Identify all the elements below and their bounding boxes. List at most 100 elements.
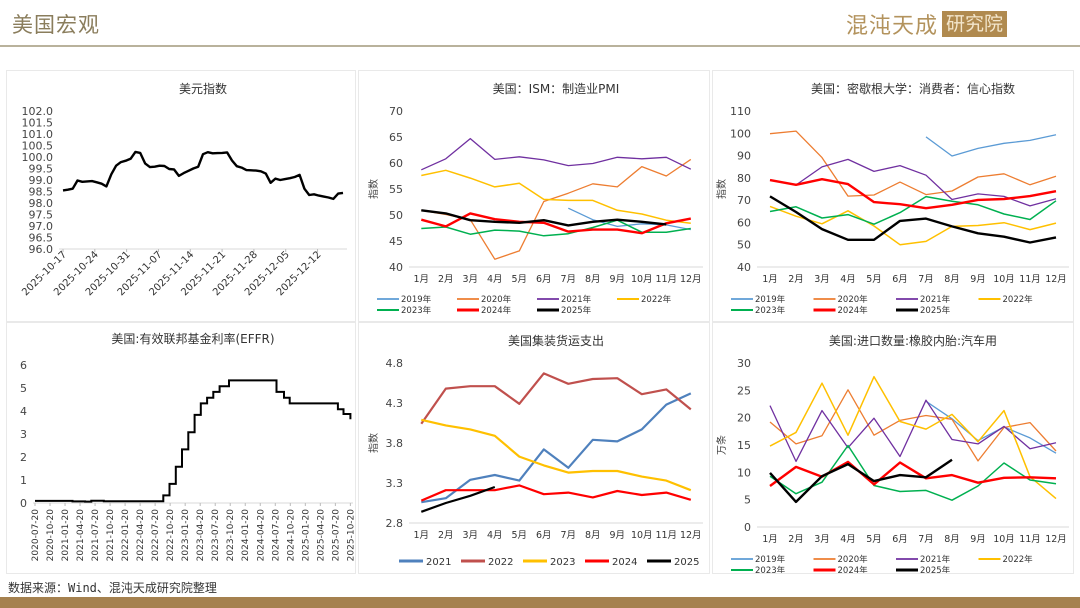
x-tick-label: 1月 (762, 274, 778, 285)
x-tick-label: 2024-04-20 (256, 509, 266, 562)
chart-panel-effr: 美国:有效联邦基金利率(EFFR) 0 1 2 3 4 5 6 2020-07-20 2020-1… (6, 322, 356, 574)
x-tick-label: 2023-10-20 (226, 509, 236, 562)
x-tick-label: 2月 (438, 530, 454, 541)
x-tick-label: 4月 (487, 530, 503, 541)
x-tick-label: 2021-10-20 (106, 509, 116, 562)
x-tick-label: 5月 (511, 274, 527, 285)
chart-title: 美国集装货运支出 (508, 333, 604, 348)
x-tick-label: 8月 (944, 534, 960, 545)
legend-label: 2022年 (641, 294, 672, 305)
chart-title: 美国：ISM：制造业PMI (493, 82, 620, 96)
logo-text: 混沌天成 (846, 14, 939, 39)
x-tick-label: 2022-07-20 (151, 509, 161, 562)
series-line-2019年 (925, 400, 1057, 454)
x-tick-label: 4月 (840, 534, 856, 545)
x-tick-label: 4月 (487, 274, 503, 285)
x-tick-label: 9月 (970, 274, 986, 285)
y-tick-label: 100.0 (22, 151, 54, 164)
y-tick-label: 102.0 (22, 105, 54, 118)
x-tick-label: 2025-10-20 (346, 509, 355, 562)
x-tick-label: 12月 (1045, 534, 1067, 545)
y-tick-label: 60 (389, 157, 403, 170)
legend-label: 2021 (426, 557, 451, 568)
y-tick-label: 1 (20, 474, 27, 487)
x-tick-label: 2024-01-20 (241, 509, 251, 562)
x-tick-label: 10月 (993, 274, 1015, 285)
y-tick-label: 3.3 (386, 477, 404, 490)
y-tick-label: 110 (730, 105, 751, 118)
series-line-2023年 (769, 195, 1057, 225)
series-line-2024年 (420, 212, 692, 235)
x-tick-label: 2023-04-20 (196, 509, 206, 562)
footer-bar (0, 597, 1080, 608)
y-tick-label: 40 (737, 261, 751, 274)
y-tick-label: 5 (20, 382, 27, 395)
x-tick-label: 7月 (918, 534, 934, 545)
x-tick-label: 7月 (560, 530, 576, 541)
x-tick-label: 2025-07-20 (331, 509, 341, 562)
x-tick-label: 2023-07-20 (211, 509, 221, 562)
x-tick-label: 1月 (762, 534, 778, 545)
legend-label: 2021年 (920, 294, 951, 305)
x-tick-label: 2022-10-20 (166, 509, 176, 562)
x-tick-label: 2020-07-20 (31, 509, 41, 562)
y-tick-label: 6 (20, 359, 27, 372)
x-tick-label: 6月 (892, 534, 908, 545)
x-tick-label: 2月 (788, 274, 804, 285)
x-tick-label: 10月 (631, 274, 653, 285)
series-line-2025年 (421, 209, 667, 227)
y-tick-label: 96.5 (29, 232, 54, 245)
y-tick-label: 0 (744, 521, 751, 534)
x-tick-label: 12月 (680, 530, 702, 541)
x-tick-label: 2024-10-20 (286, 509, 296, 562)
legend-label: 2022 (488, 557, 513, 568)
series-line-2021年 (421, 137, 692, 171)
legend-label: 2021年 (561, 294, 592, 305)
x-tick-label: 2022-01-20 (121, 509, 131, 562)
legend-label: 2019年 (755, 294, 786, 305)
y-tick-label: 100.5 (22, 140, 54, 153)
data-source-note: 数据来源：Wind、混沌天成研究院整理 (8, 581, 217, 595)
y-tick-label: 80 (737, 172, 751, 185)
y-axis-label: 指数 (715, 179, 728, 199)
y-tick-label: 97.5 (29, 209, 54, 222)
y-tick-label: 101.5 (22, 117, 54, 130)
series-line-2022年 (421, 169, 691, 225)
series-line-2023 (421, 418, 692, 492)
y-tick-label: 70 (737, 194, 751, 207)
y-tick-label: 96.0 (29, 243, 54, 256)
x-tick-label: 2024-07-20 (271, 509, 281, 562)
header-divider (0, 45, 1080, 47)
legend-label: 2023年 (755, 565, 786, 573)
y-tick-label: 101.0 (22, 128, 54, 141)
chart-panel-umich-sentiment: 美国：密歇根大学：消费者：信心指数 40 50 60 70 80 90 100 110 指数 1月 2… (712, 70, 1074, 322)
y-tick-label: 25 (737, 384, 751, 397)
chart-panel-dollar-index: 美元指数 96.0 96.5 97.0 97.5 98.0 98.5 99.0 99.5 100.… (6, 70, 356, 322)
x-tick-label: 9月 (609, 530, 625, 541)
x-tick-label: 5月 (866, 274, 882, 285)
series-line-2023年 (769, 444, 1057, 501)
x-tick-label: 6月 (536, 274, 552, 285)
y-axis-label: 指数 (367, 179, 380, 199)
x-tick-label: 1月 (413, 274, 429, 285)
y-tick-label: 98.0 (29, 197, 54, 210)
y-tick-label: 50 (389, 209, 403, 222)
legend-label: 2024 (612, 557, 637, 568)
x-tick-label: 2023-01-20 (181, 509, 191, 562)
x-tick-label: 7月 (918, 274, 934, 285)
chart-title: 美元指数 (179, 81, 227, 96)
x-tick-label: 3月 (814, 534, 830, 545)
x-tick-label: 12月 (680, 274, 702, 285)
legend-label: 2020年 (481, 294, 512, 305)
chart-svg: 美国集装货运支出 2.8 3.3 3.8 4.3 4.8 指数 1月 2月 3月 4月 5月 6月 7月 8… (367, 333, 703, 568)
y-tick-label: 0 (20, 497, 27, 510)
y-tick-label: 99.0 (29, 174, 54, 187)
series-line-2019年 (925, 134, 1057, 157)
legend-label: 2024年 (838, 305, 869, 316)
y-tick-label: 55 (389, 183, 403, 196)
x-tick-label: 4月 (840, 274, 856, 285)
chart-panel-ism-pmi: 美国：ISM：制造业PMI 40 45 50 55 60 65 70 指数 1月 2月 3月 4月 5月 6… (358, 70, 710, 322)
x-tick-label: 6月 (536, 530, 552, 541)
series-line-2020年 (769, 130, 1057, 197)
x-tick-label: 10月 (993, 534, 1015, 545)
